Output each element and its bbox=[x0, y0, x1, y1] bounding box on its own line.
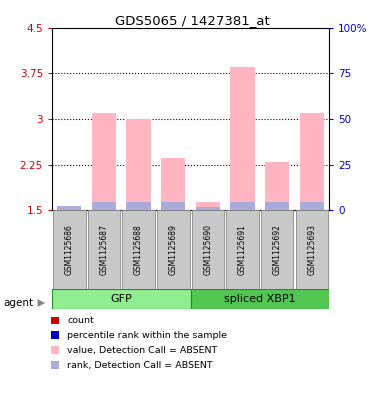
Text: GSM1125687: GSM1125687 bbox=[99, 224, 109, 275]
Bar bbox=[196, 207, 220, 210]
Text: percentile rank within the sample: percentile rank within the sample bbox=[67, 331, 228, 340]
Bar bbox=[230, 202, 255, 210]
Bar bbox=[296, 210, 328, 289]
Bar bbox=[161, 158, 186, 210]
Bar bbox=[51, 331, 59, 339]
Bar bbox=[300, 113, 324, 210]
Bar bbox=[88, 210, 120, 289]
Bar bbox=[92, 113, 116, 210]
Text: count: count bbox=[67, 316, 94, 325]
Text: GSM1125688: GSM1125688 bbox=[134, 224, 143, 275]
Text: GFP: GFP bbox=[110, 294, 132, 304]
Bar bbox=[226, 210, 259, 289]
Text: GSM1125686: GSM1125686 bbox=[65, 224, 74, 275]
Bar bbox=[230, 67, 255, 210]
Text: GDS5065 / 1427381_at: GDS5065 / 1427381_at bbox=[115, 14, 270, 27]
Bar bbox=[126, 119, 151, 210]
Bar bbox=[265, 162, 290, 210]
Polygon shape bbox=[38, 299, 45, 307]
Text: rank, Detection Call = ABSENT: rank, Detection Call = ABSENT bbox=[67, 361, 213, 369]
Bar bbox=[57, 206, 82, 210]
Text: agent: agent bbox=[4, 298, 34, 309]
Bar bbox=[261, 210, 293, 289]
Bar bbox=[196, 202, 220, 210]
Text: spliced XBP1: spliced XBP1 bbox=[224, 294, 296, 304]
Bar bbox=[161, 202, 186, 210]
Text: GSM1125691: GSM1125691 bbox=[238, 224, 247, 275]
Bar bbox=[122, 210, 155, 289]
Bar bbox=[157, 210, 189, 289]
Bar bbox=[191, 289, 329, 309]
Bar bbox=[51, 316, 59, 324]
Bar bbox=[126, 202, 151, 210]
Text: value, Detection Call = ABSENT: value, Detection Call = ABSENT bbox=[67, 346, 218, 354]
Bar bbox=[53, 210, 85, 289]
Text: GSM1125690: GSM1125690 bbox=[203, 224, 213, 275]
Bar bbox=[300, 202, 324, 210]
Text: GSM1125693: GSM1125693 bbox=[307, 224, 316, 275]
Bar bbox=[51, 346, 59, 354]
Text: GSM1125692: GSM1125692 bbox=[273, 224, 282, 275]
Bar bbox=[192, 210, 224, 289]
Bar bbox=[92, 202, 116, 210]
Text: GSM1125689: GSM1125689 bbox=[169, 224, 178, 275]
Bar bbox=[52, 289, 191, 309]
Bar bbox=[51, 361, 59, 369]
Bar bbox=[265, 202, 290, 210]
Bar bbox=[57, 209, 82, 210]
